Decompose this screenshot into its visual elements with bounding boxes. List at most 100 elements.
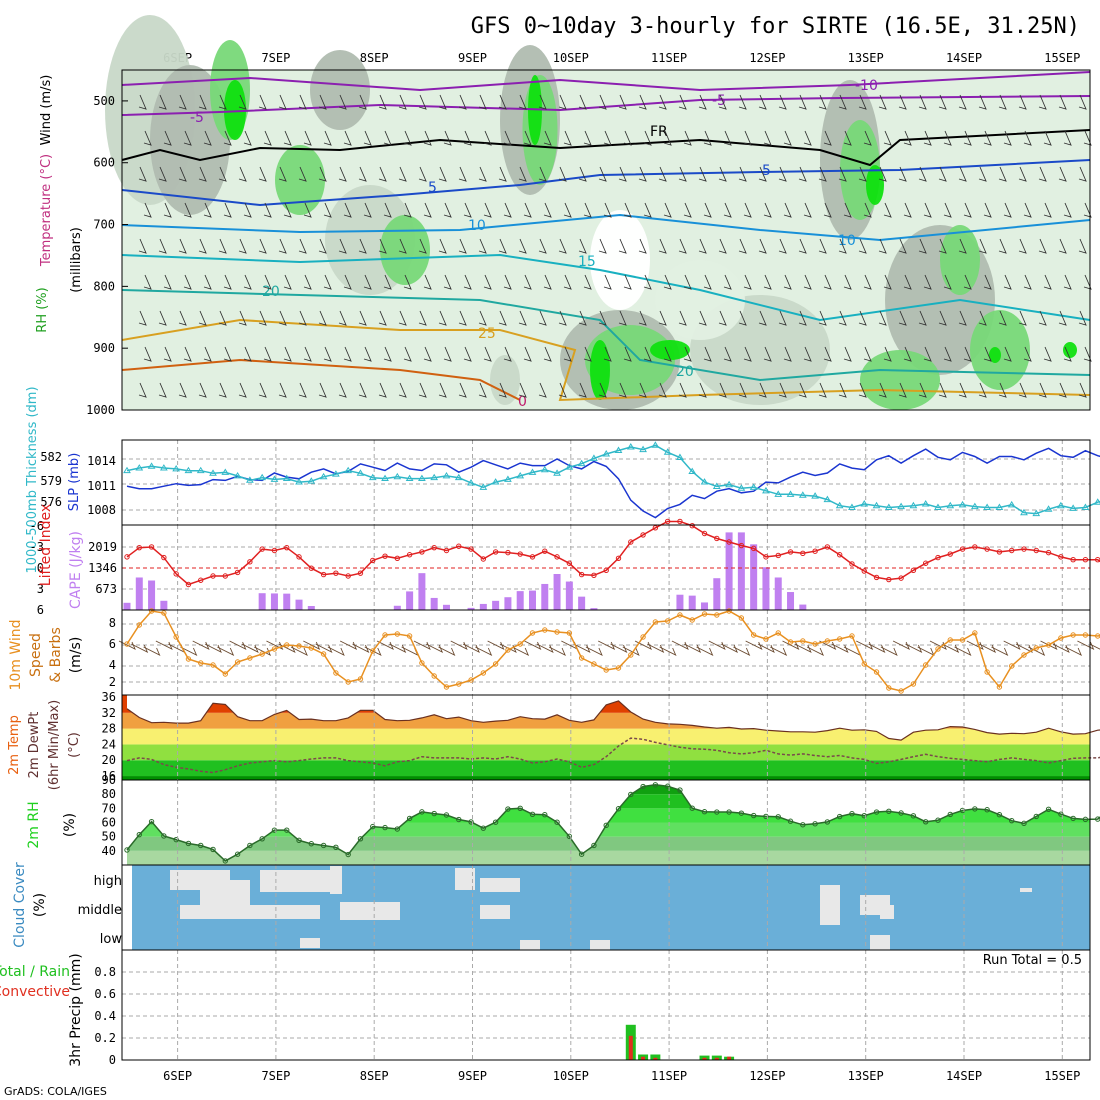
wind-barb	[363, 202, 372, 218]
wind-speed-series-point	[689, 617, 695, 623]
isotherm-label: -5	[190, 110, 204, 126]
wind-speed-series-point	[382, 632, 388, 638]
bottom-date-label: 7SEP	[261, 1069, 290, 1083]
wind-axis-label: Speed	[28, 633, 44, 677]
thickness-series-point	[909, 501, 918, 509]
wind-barb	[1003, 130, 1012, 146]
isotherm-line	[121, 159, 1091, 207]
wind-barb	[718, 310, 727, 326]
wind-barb-10m	[192, 640, 210, 650]
wind-barb-10m	[905, 643, 923, 653]
rh2m-series-point	[861, 813, 867, 819]
cape-bar	[442, 604, 450, 610]
wind-barb	[683, 274, 692, 290]
rh-tick-label: 60	[102, 816, 116, 830]
lifted-index-series-point	[161, 554, 167, 561]
wind-barb	[1038, 94, 1047, 110]
rh-shade-area	[1063, 342, 1077, 358]
wind-speed-series-point	[308, 645, 315, 651]
lifted-index-series-point	[259, 546, 265, 552]
wind-barb	[618, 310, 627, 326]
wind-barb	[858, 166, 867, 182]
wind-barb	[363, 274, 372, 290]
wind-barb	[583, 346, 592, 362]
wind-barb	[1023, 346, 1032, 362]
wind-barb	[778, 166, 787, 182]
thickness-series-point	[565, 463, 574, 470]
wind-barb	[798, 382, 807, 398]
cape-bar	[148, 580, 156, 610]
upper-rh-label: RH (%)	[35, 287, 50, 332]
wind-barb	[158, 166, 167, 182]
thickness-series-point	[442, 471, 451, 479]
thickness-series-point	[356, 469, 365, 476]
wind-barb	[978, 238, 987, 254]
wind-speed-series-point	[726, 608, 732, 614]
lifted-index-series-point	[812, 548, 818, 554]
wind-barb	[978, 310, 987, 326]
thickness-series-point	[221, 468, 230, 475]
thickness-series-point	[418, 474, 426, 482]
wind-barb	[378, 94, 387, 110]
rh2m-series-point	[406, 815, 413, 822]
cloud-block	[590, 940, 610, 950]
wind-barb	[723, 130, 732, 146]
bottom-date-label: 9SEP	[458, 1069, 487, 1083]
rh-shade-area	[650, 340, 690, 360]
lifted-index-series-point	[124, 554, 130, 560]
wind-barb	[338, 94, 347, 110]
dewpt-series	[126, 737, 1100, 774]
wind-barb	[978, 382, 987, 398]
wind-speed-series-point	[763, 636, 769, 642]
wind-barb	[283, 274, 292, 290]
isotherm-label: 20	[676, 364, 694, 380]
cape-bar	[516, 591, 524, 610]
wind-barb	[298, 94, 307, 110]
wind-barb	[403, 346, 412, 362]
lifted-index-series-point	[308, 565, 315, 571]
thickness-series-point	[1032, 509, 1041, 517]
wind-speed-series-point	[861, 661, 867, 667]
wind-speed-series-point	[959, 637, 966, 643]
wind-barb	[938, 94, 947, 110]
wind-barb	[903, 274, 912, 290]
thickness-series-point	[491, 478, 500, 485]
wind-barb	[598, 382, 607, 398]
rh2m-series-point	[271, 827, 278, 833]
precip-conv-bar	[653, 1057, 658, 1060]
wind-barb	[618, 166, 627, 182]
wind-barb	[963, 346, 972, 362]
wind-barb	[883, 202, 892, 218]
wind-barb	[403, 202, 412, 218]
precip-axis-label: 3hr Precip (mm)	[68, 953, 84, 1066]
wind-barb	[798, 238, 807, 254]
wind-barb	[398, 238, 407, 254]
wind-barb	[363, 346, 372, 362]
panels-layer: 6SEP6SEP7SEP7SEP8SEP8SEP9SEP9SEP10SEP10S…	[0, 15, 1100, 1083]
wind-barb-10m	[462, 643, 480, 653]
wind-barb-10m	[708, 640, 726, 650]
wind-speed-series-point	[468, 677, 474, 683]
wind-barb	[423, 202, 432, 218]
rh2m-series-point	[677, 787, 683, 793]
wind-barb	[598, 94, 607, 110]
wind-barb	[498, 166, 507, 182]
wind-barb	[203, 202, 212, 218]
wind-barb	[1043, 202, 1052, 218]
isotherm-label: 10	[468, 218, 486, 234]
wind-barb	[243, 346, 252, 362]
wind-speed-series-point	[701, 611, 708, 617]
wind-barb	[398, 382, 407, 398]
thickness-series-point	[540, 465, 549, 473]
thickness-series-point	[577, 459, 586, 467]
wind-barb-10m	[511, 646, 530, 656]
cape-tick-label: 673	[95, 582, 117, 596]
rh-shade-area	[970, 310, 1030, 390]
wind-barb	[1003, 346, 1012, 362]
wind-barb	[303, 274, 312, 290]
wind-barb	[618, 238, 627, 254]
wind-barb	[318, 310, 327, 326]
wind-barb	[503, 274, 512, 290]
cape-bar	[762, 567, 770, 610]
wind-barb	[1083, 202, 1092, 218]
